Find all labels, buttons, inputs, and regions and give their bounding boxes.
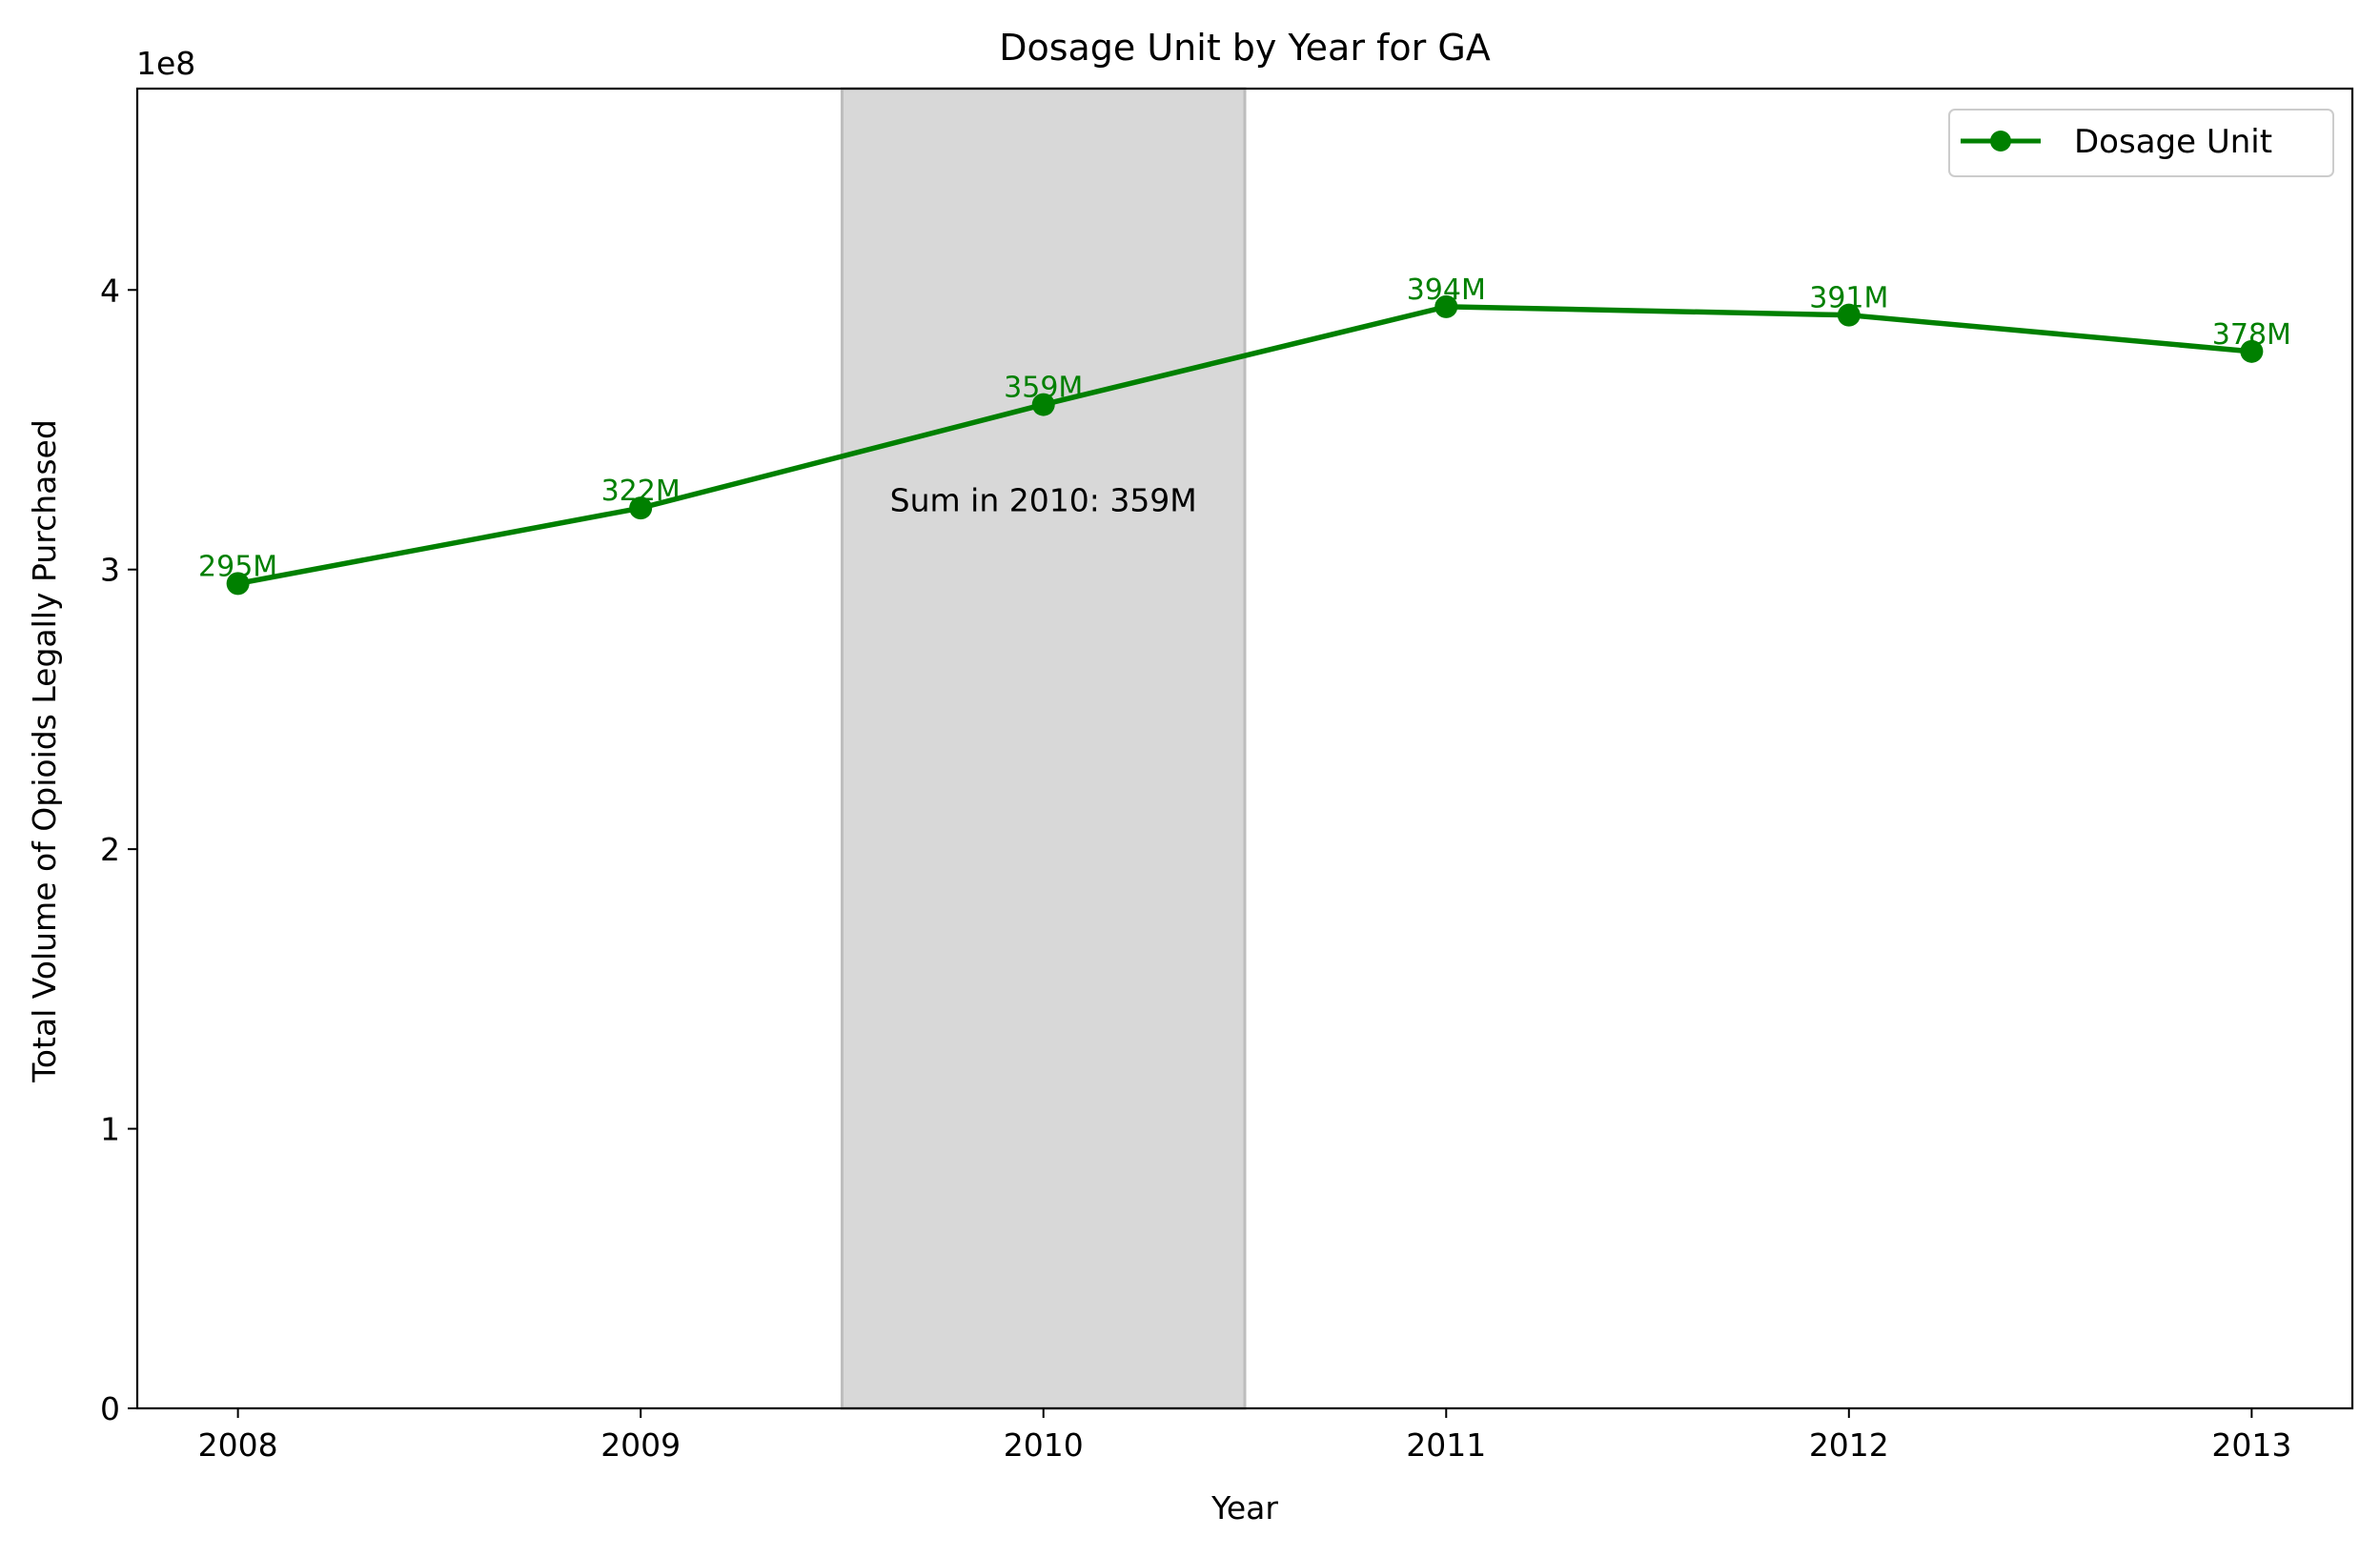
- legend-entry-dosage-unit: Dosage Unit: [2074, 123, 2272, 161]
- legend-marker-sample: [1990, 131, 2011, 152]
- x-tick-label-2013: 2013: [2211, 1426, 2291, 1464]
- data-point-2010: [1031, 393, 1055, 416]
- x-tick-label-2009: 2009: [600, 1426, 681, 1464]
- series-marker-layer: [226, 294, 2264, 596]
- y-tick-label-3: 3: [100, 552, 120, 589]
- data-label-2013: 378M: [2212, 318, 2291, 352]
- y-tick-label-0: 0: [100, 1390, 120, 1427]
- highlight-span-layer: [840, 87, 1247, 1410]
- y-axis-scale-label: 1e8: [136, 45, 195, 82]
- data-point-2013: [2240, 339, 2264, 363]
- x-axis-label: Year: [1210, 1489, 1278, 1527]
- highlight-span: [840, 87, 1247, 1410]
- series-line-dosage-unit: [234, 304, 2255, 587]
- data-label-2010: 359M: [1004, 372, 1083, 405]
- x-tick-label-2012: 2012: [1809, 1426, 1889, 1464]
- x-tick-label-2010: 2010: [1004, 1426, 1084, 1464]
- y-tick-label-4: 4: [100, 272, 120, 309]
- y-axis-label: Total Volume of Opioids Legally Purchase…: [26, 419, 63, 1083]
- data-point-2009: [629, 496, 653, 520]
- legend: Dosage Unit: [1948, 109, 2334, 177]
- data-label-2011: 394M: [1407, 273, 1486, 307]
- axis-layer: 2008 2009 2010 2011 2012 2013 0 1 2 3 4: [100, 87, 2354, 1464]
- data-label-layer: 295M 322M 359M 394M 391M 378M: [198, 273, 2291, 583]
- data-label-2012: 391M: [1809, 282, 1888, 315]
- span-annotation: Sum in 2010: 359M: [890, 481, 1197, 518]
- y-tick-label-2: 2: [100, 831, 120, 868]
- chart-title: Dosage Unit by Year for GA: [999, 27, 1491, 69]
- data-point-2011: [1434, 294, 1458, 318]
- x-tick-label-2008: 2008: [198, 1426, 278, 1464]
- data-point-2008: [226, 572, 250, 596]
- data-label-2008: 295M: [198, 550, 277, 583]
- series-line-layer: [234, 304, 2255, 587]
- y-tick-label-1: 1: [100, 1111, 120, 1148]
- data-label-2009: 322M: [601, 475, 681, 508]
- x-tick-label-2011: 2011: [1406, 1426, 1486, 1464]
- data-point-2012: [1837, 303, 1861, 327]
- plot-frame: [135, 87, 2354, 1410]
- legend-frame: [1948, 109, 2334, 177]
